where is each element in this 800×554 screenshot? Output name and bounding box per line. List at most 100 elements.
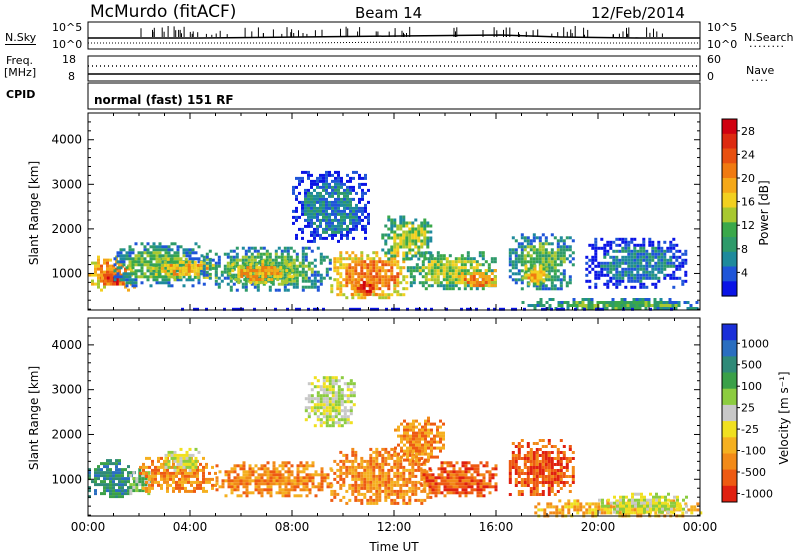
data-cell	[317, 473, 321, 477]
data-cell	[547, 260, 551, 264]
data-cell	[440, 467, 444, 471]
data-cell	[372, 486, 376, 490]
data-cell	[304, 170, 307, 174]
data-cell	[100, 492, 103, 496]
data-cell	[594, 246, 598, 250]
data-cell	[367, 221, 370, 225]
data-cell	[149, 245, 153, 249]
data-cell	[559, 469, 563, 472]
data-cell	[606, 240, 610, 244]
data-cell	[319, 261, 323, 265]
data-cell	[112, 480, 115, 484]
data-cell	[547, 490, 551, 493]
data-cell	[412, 419, 415, 423]
data-cell	[296, 470, 300, 474]
data-cell	[154, 468, 157, 472]
data-cell	[328, 194, 331, 198]
data-cell	[543, 511, 547, 515]
data-cell	[310, 282, 314, 286]
data-cell	[594, 243, 598, 247]
data-cell	[405, 483, 409, 487]
data-cell	[319, 418, 323, 422]
data-cell	[423, 221, 427, 225]
data-cell	[520, 257, 524, 261]
data-cell	[375, 495, 379, 499]
data-cell	[405, 275, 409, 279]
data-cell	[263, 467, 267, 471]
data-cell	[487, 278, 491, 281]
data-cell	[140, 272, 144, 276]
data-cell	[357, 293, 361, 297]
data-cell	[524, 273, 528, 277]
data-cell	[446, 491, 450, 495]
data-cell	[550, 266, 554, 270]
data-cell	[182, 459, 186, 463]
data-cell	[176, 468, 180, 472]
data-cell	[568, 275, 572, 279]
data-cell	[330, 489, 334, 493]
data-cell	[179, 465, 183, 469]
data-cell	[253, 307, 256, 311]
data-cell	[121, 468, 124, 472]
data-cell	[430, 422, 433, 426]
data-cell	[307, 261, 311, 265]
data-cell	[151, 459, 154, 463]
data-cell	[116, 266, 120, 270]
data-cell	[481, 254, 485, 258]
data-cell	[336, 266, 340, 270]
data-cell	[431, 488, 435, 492]
data-cell	[348, 272, 352, 276]
data-cell	[319, 206, 322, 210]
data-cell	[575, 301, 579, 304]
data-cell	[517, 472, 521, 475]
data-cell	[356, 280, 360, 284]
data-cell	[457, 275, 461, 278]
data-cell	[295, 285, 299, 289]
data-cell	[103, 258, 106, 262]
data-cell	[452, 485, 456, 489]
data-cell	[556, 248, 560, 252]
data-cell	[417, 248, 421, 252]
data-cell	[433, 440, 436, 444]
data-cell	[185, 248, 189, 252]
data-cell	[354, 480, 358, 484]
data-cell	[409, 284, 413, 288]
data-cell	[549, 511, 553, 515]
data-cell	[662, 307, 666, 310]
data-cell	[630, 237, 634, 241]
data-cell	[310, 221, 313, 225]
data-cell	[127, 480, 130, 484]
data-cell	[466, 272, 470, 275]
data-cell	[164, 266, 168, 270]
data-cell	[647, 301, 651, 304]
data-cell	[287, 467, 291, 471]
data-cell	[476, 488, 480, 492]
data-cell	[139, 465, 142, 469]
data-cell	[472, 269, 476, 273]
data-cell	[103, 489, 106, 493]
data-cell	[258, 260, 262, 264]
data-cell	[594, 270, 598, 274]
data-cell	[405, 236, 409, 240]
data-cell	[399, 293, 403, 297]
data-cell	[654, 246, 658, 250]
data-cell	[659, 298, 663, 301]
data-cell	[600, 246, 604, 250]
data-cell	[331, 385, 335, 389]
data-cell	[633, 273, 637, 277]
data-cell	[375, 483, 379, 487]
data-cell	[375, 474, 379, 478]
data-cell	[630, 267, 634, 271]
data-cell	[484, 260, 488, 264]
data-cell	[134, 254, 138, 258]
data-cell	[491, 467, 495, 471]
data-cell	[642, 237, 646, 241]
data-cell	[424, 287, 428, 291]
data-cell	[542, 273, 546, 277]
data-cell	[278, 476, 282, 480]
data-cell	[529, 493, 533, 496]
data-cell	[255, 263, 259, 267]
data-cell	[430, 443, 433, 447]
data-cell	[562, 445, 566, 448]
data-cell	[343, 215, 346, 219]
